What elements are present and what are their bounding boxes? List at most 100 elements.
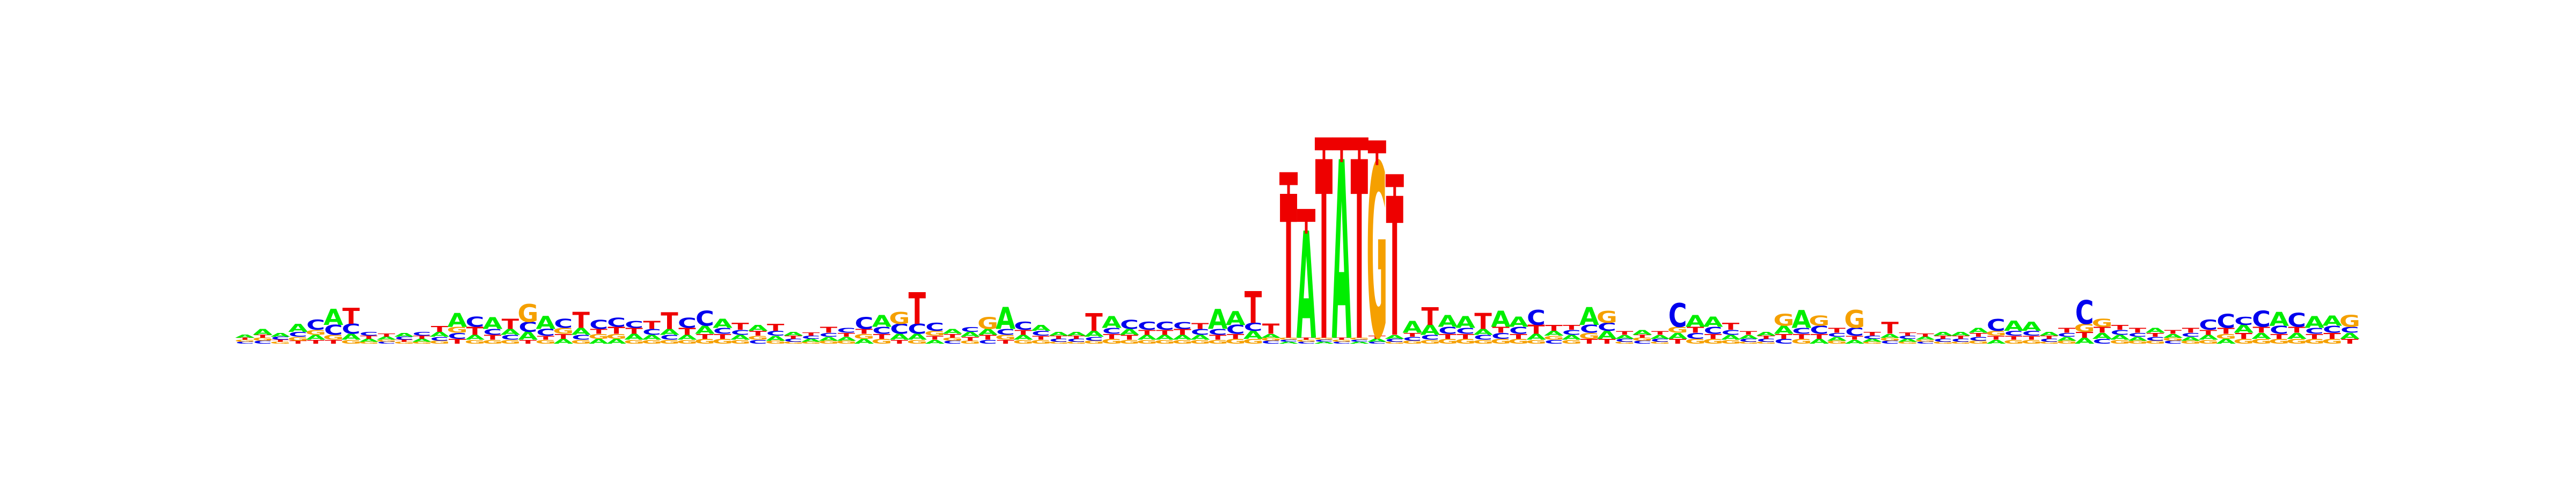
logo-letter-G: G [2322, 338, 2343, 346]
logo-letter-C: C [908, 321, 926, 337]
logo-letter-C: C [1209, 328, 1227, 337]
logo-letter-G: G [1048, 341, 1069, 344]
logo-letter-T: T [1598, 338, 1616, 346]
logo-letter-G: G [1137, 339, 1158, 345]
logo-letter-C: C [2287, 309, 2306, 331]
logo-letter-A: A [2022, 320, 2041, 334]
logo-letter-G: G [447, 325, 467, 335]
logo-letter-G: G [1296, 339, 1316, 343]
logo-letter-G: G [2215, 332, 2236, 340]
logo-letter-T: T [1899, 332, 1917, 337]
logo-letter-C: C [2040, 338, 2059, 343]
logo-letter-C: C [1385, 338, 1404, 343]
logo-letter-G: G [1526, 339, 1547, 345]
logo-letter-A: A [1402, 318, 1422, 337]
logo-letter-C: C [1863, 335, 1882, 340]
logo-letter-C: C [943, 340, 962, 345]
logo-letter-G: G [748, 335, 769, 341]
logo-letter-A: A [1951, 331, 1971, 337]
logo-letter-T: T [1970, 332, 1987, 338]
logo-letter-G: G [2057, 340, 2077, 345]
logo-letter-G: G [2286, 338, 2307, 346]
logo-letter-T: T [1474, 309, 1491, 335]
logo-letter-C: C [607, 315, 626, 330]
logo-letter-C: C [1138, 320, 1157, 332]
logo-letter-T: T [1014, 329, 1032, 337]
logo-letter-T: T [1085, 308, 1103, 337]
logo-letter-C: C [1898, 335, 1917, 340]
logo-letter-C: C [1226, 322, 1245, 337]
logo-letter-A: A [1686, 312, 1706, 331]
logo-letter-G: G [500, 339, 521, 345]
logo-letter-G: G [1208, 339, 1228, 345]
error-bar [1332, 137, 1351, 162]
logo-letter-G: G [1172, 339, 1193, 345]
logo-letter-A: A [2039, 331, 2059, 337]
logo-letter-A: A [1314, 341, 1334, 344]
logo-letter-A: A [1774, 324, 1794, 337]
logo-letter-A: A [1066, 331, 1086, 337]
logo-letter-G: G [1278, 337, 1299, 340]
logo-letter-G: G [977, 314, 998, 333]
logo-letter-A: A [1226, 307, 1246, 329]
logo-letter-T: T [396, 339, 413, 343]
logo-letter-G: G [836, 340, 857, 345]
logo-letter-T: T [1067, 335, 1086, 340]
logo-letter-G: G [606, 332, 627, 340]
logo-letter-T: T [1227, 332, 1245, 340]
logo-letter-T: T [2076, 330, 2093, 340]
logo-letter-G: G [1349, 337, 1370, 340]
logo-letter-A: A [660, 328, 680, 337]
logo-letter-G: G [1933, 341, 1953, 344]
logo-letter-A: A [1615, 334, 1635, 340]
logo-letter-C: C [483, 328, 502, 337]
logo-letter-T: T [1333, 337, 1350, 340]
logo-letter-G: G [1862, 341, 1883, 344]
logo-letter-G: G [1261, 337, 1282, 342]
logo-letter-C: C [1916, 341, 1935, 344]
logo-letter-T: T [1368, 335, 1387, 340]
logo-letter-A: A [2216, 338, 2236, 346]
logo-letter-G: G [2003, 339, 2024, 345]
logo-letter-C: C [2252, 307, 2271, 332]
logo-letter-C: C [625, 320, 643, 330]
logo-letter-A: A [1827, 336, 1847, 342]
logo-letter-C: C [1102, 327, 1121, 336]
logo-letter-T: T [2341, 338, 2359, 346]
logo-letter-G: G [924, 330, 945, 338]
logo-letter-A: A [996, 302, 1015, 337]
logo-letter-C: C [324, 322, 343, 338]
logo-letter-G: G [1455, 338, 1476, 346]
logo-letter-C: C [1810, 324, 1828, 337]
logo-letter-C: C [837, 327, 856, 335]
logo-letter-A: A [235, 334, 255, 339]
logo-letter-T: T [891, 339, 909, 345]
logo-letter-T: T [1174, 328, 1191, 337]
logo-letter-A: A [500, 328, 521, 337]
logo-letter-T: T [1722, 321, 1740, 332]
logo-letter-G: G [1844, 305, 1865, 333]
logo-letter-G: G [2092, 317, 2113, 330]
logo-letter-A: A [1455, 313, 1475, 332]
logo-letter-T: T [1545, 323, 1562, 333]
logo-letter-G: G [1543, 335, 1564, 341]
logo-letter-G: G [1561, 339, 1582, 345]
logo-letter-A: A [2322, 313, 2342, 329]
logo-letter-T: T [1510, 332, 1527, 340]
logo-letter-G: G [2339, 312, 2360, 331]
logo-letter-A: A [553, 338, 573, 346]
logo-letter-T: T [1421, 302, 1439, 331]
logo-letter-G: G [1738, 341, 1759, 344]
logo-letter-T: T [1138, 329, 1156, 337]
logo-letter-T: T [1669, 338, 1687, 346]
error-bar [1297, 209, 1315, 234]
logo-letter-C: C [1315, 339, 1334, 343]
logo-letter-A: A [1349, 341, 1369, 344]
error-bar [1314, 137, 1333, 162]
logo-letter-C: C [306, 317, 325, 333]
logo-letter-T: T [1439, 332, 1457, 340]
logo-letter-T: T [1934, 335, 1952, 340]
logo-letter-T: T [1793, 332, 1811, 340]
logo-letter-G: G [677, 339, 698, 345]
